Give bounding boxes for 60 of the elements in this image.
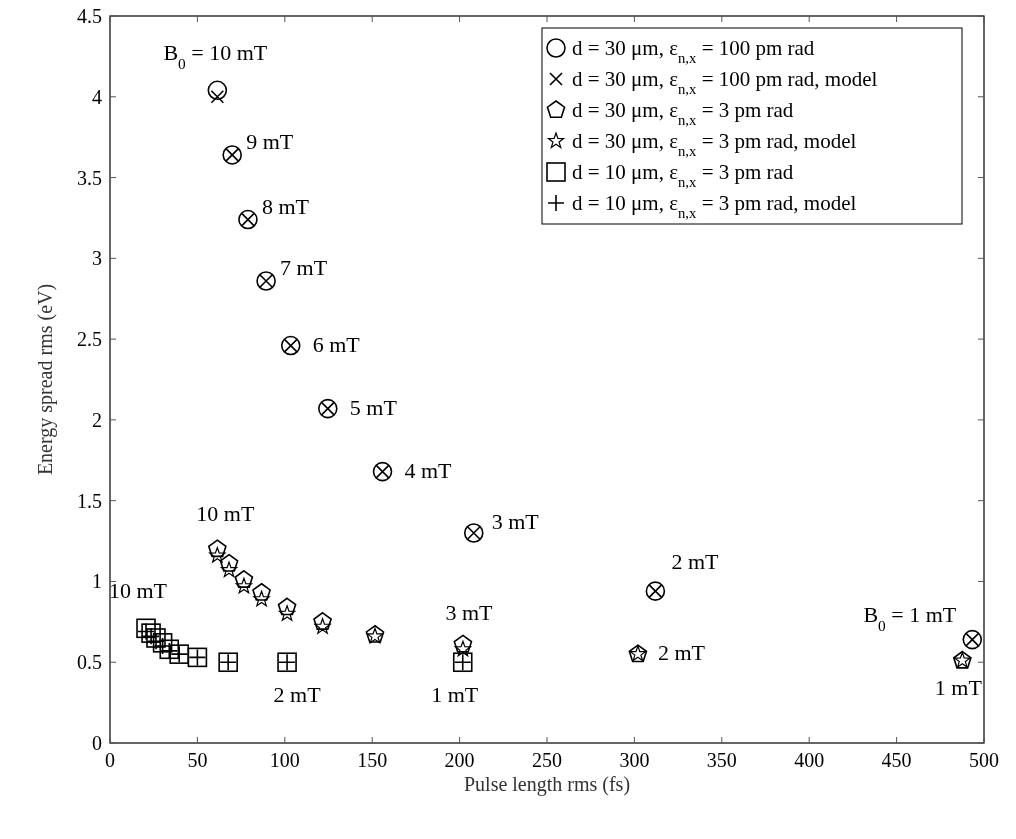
annotation: 3 mT bbox=[491, 508, 540, 534]
annotation: 10 mT bbox=[196, 501, 255, 527]
y-tick-label: 0.5 bbox=[77, 651, 102, 674]
point bbox=[252, 582, 271, 601]
annotation: 7 mT bbox=[280, 254, 328, 280]
annotation: 9 mT bbox=[246, 128, 294, 154]
legend-label: d = 30 μm, ε$_{n,x}$ = 100 pm rad, model bbox=[572, 67, 878, 97]
point bbox=[235, 577, 253, 594]
legend-label: d = 30 μm, ε$_{n,x}$ = 3 pm rad bbox=[572, 98, 794, 128]
point bbox=[253, 590, 270, 607]
x-tick-label: 300 bbox=[619, 749, 650, 771]
point bbox=[453, 634, 473, 653]
annotation: 2 mT bbox=[273, 682, 322, 708]
y-tick-label: 1 bbox=[92, 570, 102, 593]
y-tick-label: 0 bbox=[92, 732, 102, 754]
point bbox=[234, 570, 254, 588]
annotation: B$_{0}$ = 10 mT bbox=[163, 40, 268, 72]
point bbox=[454, 640, 472, 657]
point bbox=[207, 80, 228, 101]
point bbox=[207, 539, 227, 558]
annotation: 5 mT bbox=[349, 394, 398, 420]
x-tick-label: 400 bbox=[794, 749, 825, 771]
y-tick-label: 2 bbox=[92, 408, 102, 431]
x-tick-label: 350 bbox=[706, 749, 737, 771]
annotation: 4 mT bbox=[404, 457, 453, 483]
y-tick-label: 1.5 bbox=[77, 489, 102, 512]
annotation: 1 mT bbox=[431, 682, 479, 708]
x-tick-label: 200 bbox=[444, 749, 475, 771]
annotation: B$_{0}$ = 1 mT bbox=[863, 601, 957, 634]
annotation: 10 mT bbox=[108, 578, 168, 604]
point bbox=[219, 553, 239, 572]
x-tick-label: 150 bbox=[357, 749, 388, 771]
x-tick-label: 450 bbox=[881, 749, 912, 771]
annotation: 3 mT bbox=[445, 600, 493, 626]
annotation: 6 mT bbox=[312, 331, 361, 357]
annotation: 2 mT bbox=[671, 549, 719, 575]
x-tick-label: 250 bbox=[532, 749, 562, 771]
annotation: 8 mT bbox=[261, 193, 310, 219]
point bbox=[313, 612, 332, 630]
y-tick-label: 3.5 bbox=[77, 166, 102, 189]
y-axis-title: Energy spread rms (eV) bbox=[34, 283, 57, 476]
x-tick-label: 50 bbox=[187, 749, 208, 771]
y-tick-label: 4 bbox=[92, 85, 102, 108]
y-tick-label: 3 bbox=[92, 247, 102, 270]
y-tick-label: 2.5 bbox=[77, 328, 102, 351]
legend-label: d = 10 μm, ε$_{n,x}$ = 3 pm rad, model bbox=[572, 191, 857, 221]
legend-label: d = 30 μm, ε$_{n,x}$ = 100 pm rad bbox=[572, 36, 815, 66]
point bbox=[220, 561, 238, 578]
point bbox=[314, 618, 331, 634]
y-tick-label: 4.5 bbox=[77, 5, 102, 27]
annotation: 1 mT bbox=[934, 674, 983, 700]
x-tick-label: 100 bbox=[269, 749, 300, 771]
legend-label: d = 10 μm, ε$_{n,x}$ = 3 pm rad bbox=[572, 160, 794, 190]
x-axis-title: Pulse length rms (fs) bbox=[463, 773, 631, 796]
annotation: 2 mT bbox=[657, 640, 706, 666]
point bbox=[209, 547, 226, 563]
point bbox=[277, 597, 297, 616]
point bbox=[278, 605, 296, 621]
legend-label: d = 30 μm, ε$_{n,x}$ = 3 pm rad, model bbox=[572, 129, 857, 159]
x-tick-label: 500 bbox=[969, 749, 999, 771]
